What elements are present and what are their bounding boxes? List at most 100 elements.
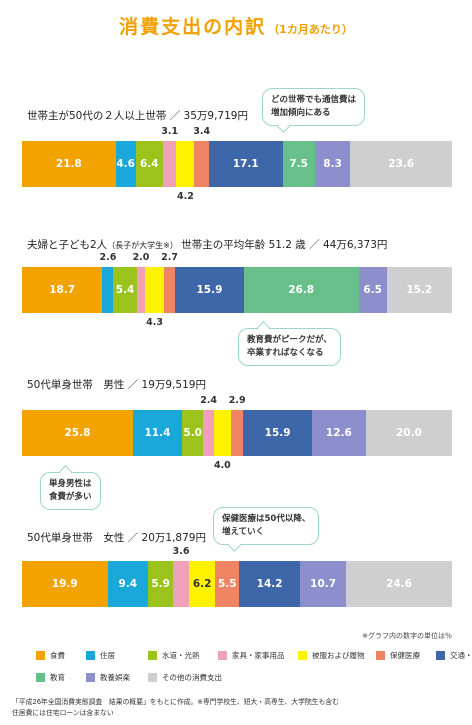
legend-item: 食費 xyxy=(36,650,65,661)
bar-segment-教養娯楽: 6.5 xyxy=(358,267,387,313)
chart-2-title-small: （長子が大学生※） xyxy=(107,241,178,250)
bar-segment-保健医療 xyxy=(230,410,244,456)
bar-segment-水道・光熱: 6.4 xyxy=(135,141,164,187)
legend-swatch xyxy=(218,651,227,660)
chart-2-bar: 18.7 5.4 15.9 26.8 6.5 15.2 xyxy=(22,267,452,313)
bar-segment-被服および履物: 6.2 xyxy=(188,561,216,607)
bar-segment-保健医療: 5.5 xyxy=(215,561,240,607)
legend-item: 保健医療 xyxy=(376,650,420,661)
legend-item: その他の消費支出 xyxy=(148,672,222,683)
footer-line-1: 「平成26年全国消費実態調査 結果の概要」をもとに作成。※専門学校生、短大・高専… xyxy=(12,698,339,706)
legend-swatch xyxy=(86,673,95,682)
callout-line: どの世帯でも通信費は xyxy=(271,95,357,105)
legend-label: 教育 xyxy=(50,673,65,682)
chart-2-title-rest: 世帯主の平均年齢 51.2 歳 ／ 44万6,373円 xyxy=(181,239,388,251)
legend-label: 教養娯楽 xyxy=(100,673,130,682)
bar-value-label: 5.0 xyxy=(183,427,202,439)
legend-label: 水道・光熱 xyxy=(162,651,200,660)
bar-segment-水道・光熱: 5.4 xyxy=(113,267,137,313)
legend-swatch xyxy=(376,651,385,660)
bar-segment-食費: 19.9 xyxy=(22,561,108,607)
bar-value-label: 6.2 xyxy=(192,578,212,590)
chart-title: 消費支出の内訳 （1カ月あたり） xyxy=(0,12,472,39)
bar-segment-交通・通信: 17.1 xyxy=(209,141,283,187)
chart-3-heading: 50代単身世帯 男性 ／ 19万9,519円 xyxy=(27,379,206,391)
legend-item: 被服および履物 xyxy=(298,650,365,661)
chart-2-heading: 夫婦と子ども2人（長子が大学生※） 世帯主の平均年齢 51.2 歳 ／ 44万6… xyxy=(27,237,387,252)
bar-segment-交通・通信: 15.9 xyxy=(175,267,244,313)
bar-segment-食費: 21.8 xyxy=(22,141,116,187)
bar-segment-食費: 25.8 xyxy=(22,410,133,456)
chart-4-heading: 50代単身世帯 女性 ／ 20万1,879円 xyxy=(27,532,206,544)
legend-swatch xyxy=(86,651,95,660)
legend-label: 食費 xyxy=(50,651,65,660)
bar-value-label: 5.9 xyxy=(151,578,170,590)
bar-segment-水道・光熱: 5.0 xyxy=(181,410,204,456)
bar-value-label: 9.4 xyxy=(118,578,138,590)
legend-item: 住居 xyxy=(86,650,115,661)
bar-value-label: 11.4 xyxy=(144,427,171,439)
legend-label: 交通・通信 xyxy=(450,651,472,660)
bar-segment-住居: 11.4 xyxy=(132,410,182,456)
bar-segment-家具・家事用品 xyxy=(203,410,214,456)
bar-value-label-outside: 4.3 xyxy=(146,317,163,328)
bar-segment-その他の消費支出: 15.2 xyxy=(386,267,452,313)
callout-line: 食費が多い xyxy=(49,492,92,502)
bar-segment-教育: 7.5 xyxy=(282,141,315,187)
chart-1-bar: 21.8 4.6 6.4 17.1 7.5 8.3 23.6 xyxy=(22,141,452,187)
bar-value-label: 24.6 xyxy=(386,578,412,590)
bar-value-label: 10.7 xyxy=(310,578,337,590)
legend-label: 被服および履物 xyxy=(312,651,365,660)
bar-value-label-outside: 4.2 xyxy=(176,191,194,202)
bar-segment-住居: 4.6 xyxy=(115,141,136,187)
bar-value-label-outside: 3.1 xyxy=(161,126,179,137)
bar-value-label: 19.9 xyxy=(51,578,78,590)
bar-segment-教養娯楽: 8.3 xyxy=(314,141,351,187)
callout-line: 保健医療は50代以降、 xyxy=(222,514,311,524)
bar-value-label: 18.7 xyxy=(49,284,76,296)
legend-item: 水道・光熱 xyxy=(148,650,200,661)
legend-swatch xyxy=(298,651,307,660)
bar-value-label-outside: 4.0 xyxy=(213,460,231,471)
bar-segment-その他の消費支出: 20.0 xyxy=(365,410,452,456)
footer: 「平成26年全国消費実態調査 結果の概要」をもとに作成。※専門学校生、短大・高専… xyxy=(12,697,339,719)
chart-2-callout: 教育費がピークだが、 卒業すればなくなる xyxy=(238,328,341,366)
chart-4-callout: 保健医療は50代以降、 増えていく xyxy=(213,507,320,545)
bar-value-label: 25.8 xyxy=(64,427,91,439)
bar-segment-被服および履物 xyxy=(176,141,195,187)
legend-item: 交通・通信 xyxy=(436,650,472,661)
bar-value-label: 8.3 xyxy=(323,158,342,170)
bar-value-label-outside: 2.9 xyxy=(228,395,246,406)
bar-segment-交通・通信: 15.9 xyxy=(243,410,312,456)
bar-value-label: 7.5 xyxy=(289,158,308,170)
legend-swatch xyxy=(148,673,157,682)
bar-segment-その他の消費支出: 24.6 xyxy=(346,561,452,607)
callout-line: 卒業すればなくなる xyxy=(247,348,324,358)
bar-segment-保健医療 xyxy=(163,267,176,313)
callout-line: 教育費がピークだが、 xyxy=(247,335,332,345)
bar-value-label-outside: 2.7 xyxy=(161,252,178,263)
bar-segment-家具・家事用品 xyxy=(173,561,189,607)
bar-segment-家具・家事用品 xyxy=(163,141,177,187)
bar-value-label: 5.4 xyxy=(115,284,135,296)
legend-label: 保健医療 xyxy=(390,651,420,660)
legend-swatch xyxy=(436,651,445,660)
bar-value-label: 5.5 xyxy=(217,578,237,590)
legend-item: 教養娯楽 xyxy=(86,672,130,683)
bar-segment-交通・通信: 14.2 xyxy=(239,561,301,607)
unit-note: ※グラフ内の数字の単位は％ xyxy=(362,632,452,640)
bar-segment-住居: 9.4 xyxy=(107,561,148,607)
bar-value-label: 20.0 xyxy=(395,427,422,439)
title-main: 消費支出の内訳 xyxy=(119,16,267,38)
bar-value-label: 15.9 xyxy=(196,284,223,296)
chart-2-title: 夫婦と子ども2人 xyxy=(27,239,108,251)
bar-value-label-outside: 2.0 xyxy=(132,252,150,263)
legend-swatch xyxy=(36,673,45,682)
legend-item: 家具・家事用品 xyxy=(218,650,285,661)
chart-1-callout: どの世帯でも通信費は 増加傾向にある xyxy=(262,88,366,126)
callout-line: 増加傾向にある xyxy=(271,108,331,118)
legend-item: 教育 xyxy=(36,672,65,683)
bar-value-label: 15.2 xyxy=(406,284,433,296)
bar-value-label-outside: 2.4 xyxy=(200,395,218,406)
bar-value-label: 23.6 xyxy=(388,158,415,170)
